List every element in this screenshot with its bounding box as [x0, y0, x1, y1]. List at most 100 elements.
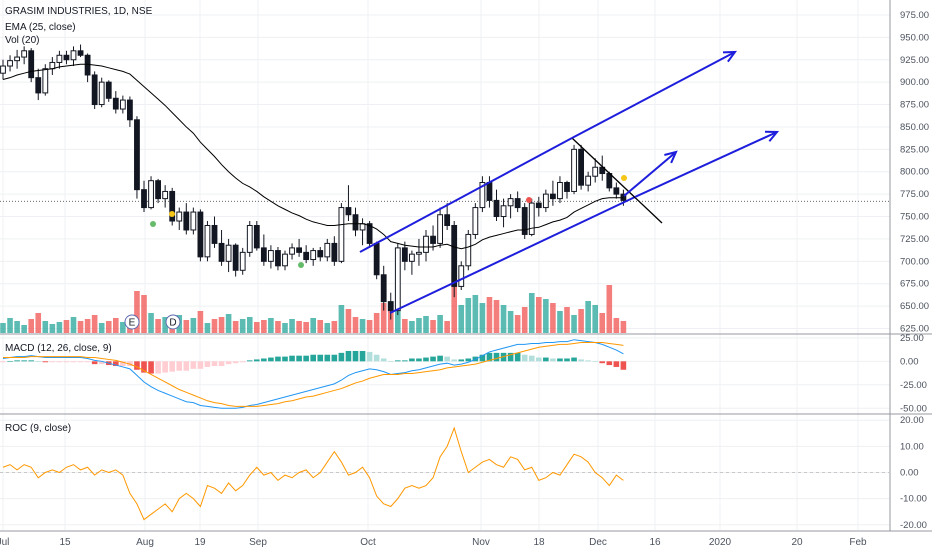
candle-down — [253, 224, 260, 249]
candle-up — [289, 247, 295, 255]
macd-histogram-bar — [113, 361, 119, 367]
date-tick-label: Aug — [136, 537, 154, 548]
signal-dot — [298, 262, 304, 268]
macd-histogram-bar — [550, 358, 556, 362]
volume-bar — [113, 318, 119, 333]
candle-down — [211, 224, 218, 244]
macd-histogram-bar — [176, 361, 183, 371]
candle-up — [98, 81, 105, 106]
date-tick-label: Nov — [472, 537, 490, 548]
macd-histogram-bar — [56, 361, 63, 363]
volume-bar — [402, 319, 408, 333]
macd-histogram-bar — [141, 361, 147, 373]
price-tick-label: 775.00 — [900, 189, 929, 200]
projection-arrow-upper — [571, 51, 736, 139]
date-tick-label: 20 — [791, 537, 803, 548]
candle-up — [162, 190, 169, 200]
macd-histogram-bar — [359, 350, 366, 362]
macd-histogram-bar — [232, 361, 239, 364]
volume-bar — [387, 308, 394, 333]
candle-down — [141, 189, 147, 209]
candle-down — [564, 181, 570, 192]
volume-bar — [183, 320, 190, 333]
candle-down — [84, 54, 91, 76]
macd-histogram-bar — [366, 351, 373, 362]
candle-up — [542, 193, 549, 209]
macd-histogram-bar — [296, 355, 302, 362]
volume-bar — [120, 322, 126, 333]
macd-histogram-bar — [218, 361, 225, 367]
candle-down — [155, 180, 161, 200]
macd-histogram-bar — [98, 361, 105, 365]
macd-histogram-bar — [317, 354, 324, 362]
macd-histogram-bar — [514, 352, 521, 362]
candle-down — [373, 242, 380, 276]
drawing-tools — [359, 50, 780, 314]
volume-bar — [232, 321, 239, 333]
roc-tick-label: -20.00 — [900, 520, 927, 531]
candle-down — [578, 148, 585, 186]
volume-bar — [282, 323, 288, 333]
vol-legend: Vol (20) — [5, 35, 39, 46]
price-tick-label: 925.00 — [900, 55, 929, 66]
candle-up — [423, 235, 429, 253]
volume-bar — [324, 323, 331, 333]
macd-histogram-bar — [528, 355, 535, 362]
signal-dot — [526, 197, 532, 203]
volume-bar — [289, 319, 295, 333]
price-tick-label: 625.00 — [900, 324, 929, 335]
macd-histogram-bar — [451, 359, 457, 362]
macd-histogram-bar — [380, 358, 387, 362]
macd-histogram-bar — [63, 361, 70, 363]
candle-up — [479, 181, 486, 209]
candle-down — [493, 199, 500, 218]
candle-down — [521, 207, 528, 235]
signal-line — [3, 342, 624, 407]
macd-histogram-bar — [479, 354, 486, 362]
volume-bar — [141, 295, 147, 333]
candle-down — [380, 274, 387, 303]
candle-up — [394, 247, 401, 312]
candle-down — [430, 235, 436, 244]
macd-histogram-bar — [254, 359, 260, 362]
volume-bar — [521, 307, 528, 333]
volume-bar — [77, 321, 84, 333]
candle-down — [535, 202, 542, 209]
macd-histogram-bar — [409, 358, 415, 362]
volume-bar — [155, 319, 161, 333]
macd-histogram-bar — [42, 361, 49, 363]
candle-up — [472, 207, 479, 235]
macd-histogram-bar — [521, 354, 528, 362]
candle-up — [507, 198, 514, 207]
volume-bar — [613, 318, 620, 333]
candle-up — [0, 65, 6, 74]
volume-bar — [416, 318, 422, 333]
macd-histogram-bar — [458, 359, 465, 362]
volume-bar — [21, 325, 27, 333]
volume-bar — [190, 318, 197, 333]
candle-up — [56, 54, 63, 63]
volume-bar — [528, 293, 535, 333]
macd-histogram-bar — [543, 357, 549, 362]
macd-histogram-bar — [352, 350, 359, 362]
macd-histogram-bar — [571, 357, 577, 362]
price-tick-label: 650.00 — [900, 301, 929, 312]
macd-histogram-bar — [345, 350, 352, 362]
volume-bar — [507, 311, 514, 333]
price-tick-label: 850.00 — [900, 122, 929, 133]
volume-bar — [585, 301, 591, 333]
macd-histogram-bar — [162, 361, 168, 373]
macd-histogram-bar — [155, 361, 161, 374]
candle-down — [444, 214, 451, 226]
candle-down — [260, 247, 267, 262]
volume-bar — [500, 305, 507, 333]
projection-arrow-lower-head — [764, 130, 780, 142]
candle-up — [571, 148, 577, 192]
macd-histogram-bar — [444, 356, 450, 362]
candle-up — [437, 214, 444, 244]
price-axis: 975.00 950.00 925.00 900.00 875.00 850.00 825.… — [900, 10, 929, 531]
date-tick-label: Oct — [360, 537, 376, 548]
candle-up — [458, 265, 465, 287]
